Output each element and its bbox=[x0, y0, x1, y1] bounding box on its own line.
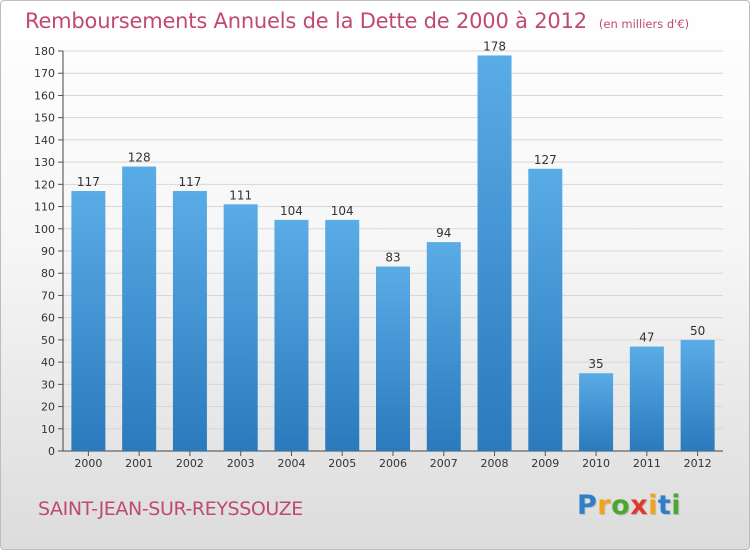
y-tick-label: 10 bbox=[41, 423, 55, 436]
x-tick-label: 2011 bbox=[633, 457, 661, 470]
x-tick-label: 2012 bbox=[684, 457, 712, 470]
proxiti-logo[interactable]: Proxiti bbox=[577, 490, 681, 521]
data-label: 104 bbox=[331, 204, 354, 218]
bar bbox=[680, 339, 715, 451]
bar bbox=[274, 219, 309, 451]
chart-unit-label: (en milliers d'€) bbox=[598, 17, 690, 31]
x-tick-label: 2004 bbox=[277, 457, 305, 470]
y-tick-label: 130 bbox=[34, 156, 55, 169]
y-tick-label: 70 bbox=[41, 289, 55, 302]
bar bbox=[376, 266, 410, 451]
data-label: 127 bbox=[534, 153, 557, 167]
y-tick-label: 160 bbox=[34, 89, 55, 102]
data-label: 50 bbox=[690, 324, 705, 338]
data-label: 111 bbox=[229, 188, 252, 202]
data-labels: 117 128 117 111 104 104 83 94 178 127 35 47 50 bbox=[77, 39, 705, 371]
data-label: 47 bbox=[639, 331, 654, 345]
logo-letter: r bbox=[597, 490, 612, 521]
y-tick-label: 30 bbox=[41, 378, 55, 391]
bar bbox=[629, 346, 664, 451]
x-tick-label: 2009 bbox=[531, 457, 559, 470]
data-label: 94 bbox=[436, 226, 451, 240]
data-label: 83 bbox=[385, 251, 400, 265]
y-tick-label: 40 bbox=[41, 356, 55, 369]
data-label: 178 bbox=[483, 39, 506, 53]
bars bbox=[71, 55, 715, 452]
bar bbox=[426, 242, 461, 451]
logo-letter: x bbox=[630, 490, 649, 521]
bar bbox=[477, 55, 512, 451]
y-tick-label: 90 bbox=[41, 245, 55, 258]
logo-letter: i bbox=[648, 490, 658, 521]
data-label: 35 bbox=[588, 357, 603, 371]
x-tick-label: 2008 bbox=[481, 457, 509, 470]
x-tick-label: 2010 bbox=[582, 457, 610, 470]
bar bbox=[71, 191, 106, 451]
y-tick-label: 140 bbox=[34, 134, 55, 147]
y-tick-label: 170 bbox=[34, 67, 55, 80]
logo-letter: i bbox=[671, 490, 682, 521]
x-tick-label: 2002 bbox=[176, 457, 204, 470]
bar bbox=[122, 166, 157, 452]
y-tick-label: 20 bbox=[41, 401, 55, 414]
logo-letter: o bbox=[611, 490, 631, 521]
x-tick-label: 2007 bbox=[430, 457, 458, 470]
y-tick-label: 0 bbox=[48, 445, 55, 458]
y-tick-label: 100 bbox=[34, 223, 55, 236]
y-tick-label: 80 bbox=[41, 267, 55, 280]
y-tick-label: 110 bbox=[34, 201, 55, 214]
logo-letter: P bbox=[577, 490, 598, 521]
y-tick-label: 120 bbox=[34, 178, 55, 191]
bar bbox=[172, 191, 207, 451]
data-label: 104 bbox=[280, 204, 303, 218]
bar bbox=[325, 219, 360, 451]
chart-title-text: Remboursements Annuels de la Dette de 20… bbox=[25, 9, 587, 33]
x-tick-label: 2001 bbox=[125, 457, 153, 470]
logo-letter: t bbox=[657, 490, 672, 521]
x-tick-label: 2000 bbox=[74, 457, 102, 470]
x-tick-label: 2005 bbox=[328, 457, 356, 470]
bar bbox=[223, 204, 258, 451]
chart-title: Remboursements Annuels de la Dette de 20… bbox=[25, 9, 689, 33]
x-tick-label: 2006 bbox=[379, 457, 407, 470]
data-label: 117 bbox=[178, 175, 201, 189]
y-tick-label: 150 bbox=[34, 112, 55, 125]
y-tick-label: 50 bbox=[41, 334, 55, 347]
data-label: 128 bbox=[128, 151, 151, 165]
data-label: 117 bbox=[77, 175, 100, 189]
y-tick-label: 180 bbox=[34, 45, 55, 58]
y-tick-label: 60 bbox=[41, 312, 55, 325]
x-tick-label: 2003 bbox=[227, 457, 255, 470]
bar bbox=[579, 373, 614, 451]
bar bbox=[528, 168, 563, 451]
city-name: SAINT-JEAN-SUR-REYSSOUZE bbox=[38, 498, 303, 520]
